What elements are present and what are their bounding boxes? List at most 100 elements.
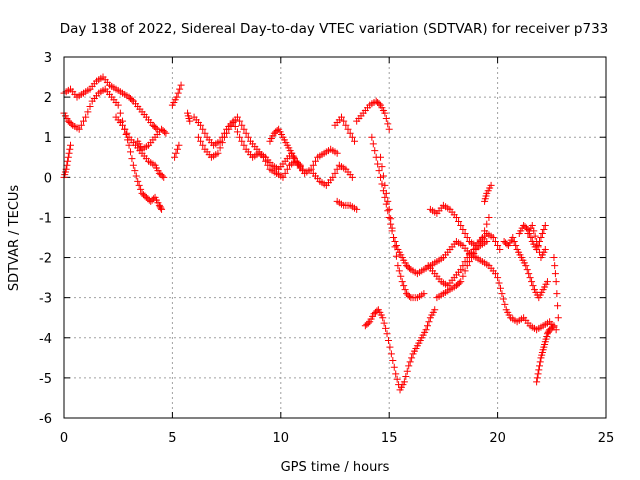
series-arc-21 (433, 229, 504, 302)
data-point (384, 120, 392, 128)
data-point (554, 302, 562, 310)
data-point (384, 197, 392, 205)
data-point (554, 314, 562, 322)
y-tick-label: -5 (39, 372, 52, 387)
data-point (489, 234, 497, 241)
data-point (526, 274, 534, 282)
data-point (405, 362, 413, 370)
data-point (342, 121, 350, 129)
series-arc-3 (60, 141, 75, 181)
data-point (329, 173, 337, 181)
data-point (550, 322, 558, 330)
data-point (384, 207, 392, 215)
data-point (392, 252, 400, 260)
series-arc-10 (194, 113, 306, 181)
data-point (353, 205, 361, 213)
data-point (382, 189, 390, 197)
data-point (152, 124, 160, 132)
data-point (540, 225, 548, 233)
data-point (279, 173, 287, 181)
series-arc-23 (494, 274, 560, 334)
data-point (531, 232, 539, 240)
data-point (538, 229, 546, 237)
data-point (199, 141, 207, 149)
data-point (420, 290, 428, 298)
data-point (225, 125, 233, 133)
data-point (298, 165, 306, 173)
data-point (381, 181, 389, 189)
data-point (379, 314, 387, 322)
series-arc-24 (500, 234, 551, 302)
data-point (131, 167, 139, 175)
y-tick-label: -6 (39, 412, 52, 427)
data-point (244, 133, 252, 141)
series-arc-4 (112, 113, 168, 181)
data-point (137, 185, 145, 193)
data-point (65, 149, 73, 157)
data-point (333, 165, 341, 173)
data-point (64, 153, 72, 161)
data-point (194, 133, 202, 141)
x-axis-label: GPS time / hours (281, 460, 390, 475)
data-point (377, 173, 385, 181)
data-point (75, 125, 83, 133)
data-point (377, 153, 385, 161)
data-point (364, 319, 372, 327)
series-arc-7 (171, 141, 183, 161)
data-point (295, 160, 303, 168)
data-point (132, 172, 140, 180)
data-point (541, 246, 549, 254)
data-point (375, 100, 383, 108)
data-point (236, 133, 244, 141)
data-point (491, 270, 499, 278)
data-point (530, 227, 538, 235)
data-point (375, 167, 383, 175)
data-point (214, 149, 222, 157)
data-point (452, 213, 460, 221)
data-point (84, 108, 92, 116)
data-point (529, 282, 537, 290)
series-arc-8 (184, 109, 194, 125)
series-arc-22 (481, 181, 495, 205)
data-point (510, 238, 518, 246)
data-point (273, 127, 281, 135)
series-arc-11 (266, 125, 304, 169)
data-point (457, 266, 465, 274)
data-point (535, 366, 543, 374)
data-point (386, 343, 394, 351)
data-point (387, 350, 395, 358)
data-point (406, 358, 414, 366)
data-point (381, 193, 389, 201)
data-point (121, 125, 129, 133)
data-point (491, 238, 499, 246)
data-point (160, 128, 168, 136)
data-point (431, 306, 439, 314)
series-arc-13 (331, 113, 359, 145)
data-point (348, 173, 356, 181)
data-point (384, 336, 392, 344)
data-point (387, 215, 395, 223)
data-point (455, 279, 463, 287)
data-point (177, 81, 185, 89)
data-point (380, 319, 388, 327)
y-tick-label: -4 (39, 332, 52, 347)
data-point (236, 117, 244, 125)
data-point (381, 109, 389, 117)
x-tick-label: 5 (168, 431, 176, 446)
data-point (331, 169, 339, 177)
series-arc-6 (168, 81, 185, 109)
axis-ticks (63, 56, 607, 419)
data-point (119, 121, 127, 129)
data-point (264, 161, 272, 169)
data-point (174, 89, 182, 97)
x-tick-labels: 0 5 10 15 20 25 (60, 431, 614, 446)
data-point (389, 357, 397, 365)
data-point (231, 123, 239, 131)
data-point (525, 270, 533, 278)
data-point (395, 267, 403, 275)
chart-title: Day 138 of 2022, Sidereal Day-to-day VTE… (60, 21, 609, 37)
series-arc-14 (333, 197, 361, 213)
data-point (369, 140, 377, 148)
data-point (390, 363, 398, 371)
